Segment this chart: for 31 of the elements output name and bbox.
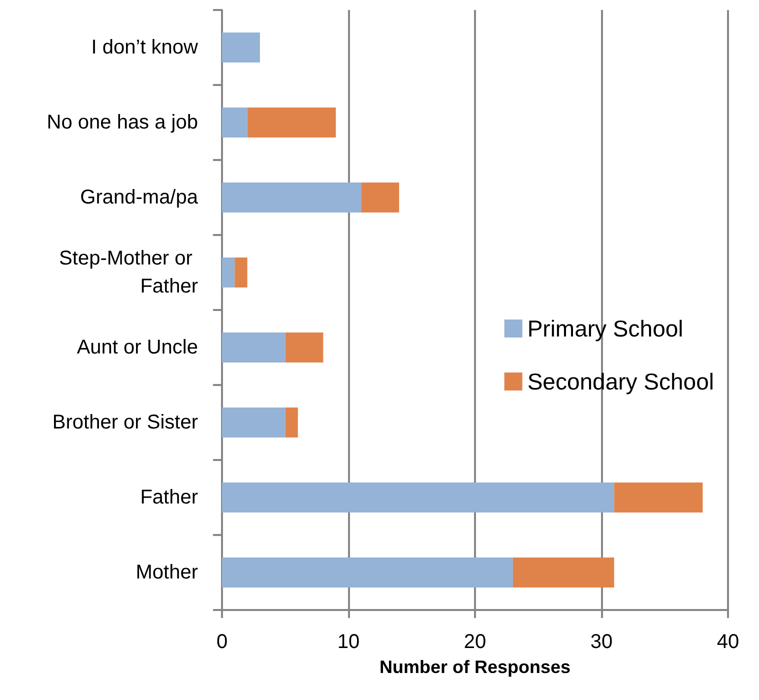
bar — [285, 332, 324, 362]
bar — [285, 408, 298, 438]
y-tick-label: Grand-ma/pa — [80, 186, 199, 208]
bar — [222, 482, 614, 512]
y-tick-label: No one has a job — [46, 112, 198, 134]
y-tick-label: I don’t know — [91, 36, 199, 58]
x-tick-label: 0 — [216, 631, 228, 653]
x-tick-label: 30 — [590, 631, 613, 653]
bar — [222, 258, 235, 288]
bar — [222, 108, 248, 138]
bar — [222, 32, 260, 62]
bar — [234, 258, 248, 288]
bar — [614, 482, 703, 512]
y-tick-label: Father — [140, 486, 198, 508]
y-tick-label: Mother — [136, 562, 198, 584]
legend-label: Primary School — [527, 316, 684, 342]
y-tick-label: Aunt or Uncle — [76, 336, 198, 358]
x-tick-label: 10 — [337, 631, 360, 653]
y-tick-label: Step-Mother or Father — [59, 248, 198, 298]
bar — [361, 182, 400, 212]
y-tick-label: Brother or Sister — [52, 412, 198, 434]
x-tick-label: 40 — [716, 631, 740, 653]
bar — [222, 182, 362, 212]
bar — [222, 558, 513, 588]
bar — [512, 558, 614, 588]
x-axis-title: Number of Responses — [379, 657, 571, 677]
legend-label: Secondary School — [527, 368, 714, 394]
bar — [247, 108, 336, 138]
bar — [222, 408, 286, 438]
x-tick-label: 20 — [464, 631, 486, 653]
bar — [222, 332, 286, 362]
